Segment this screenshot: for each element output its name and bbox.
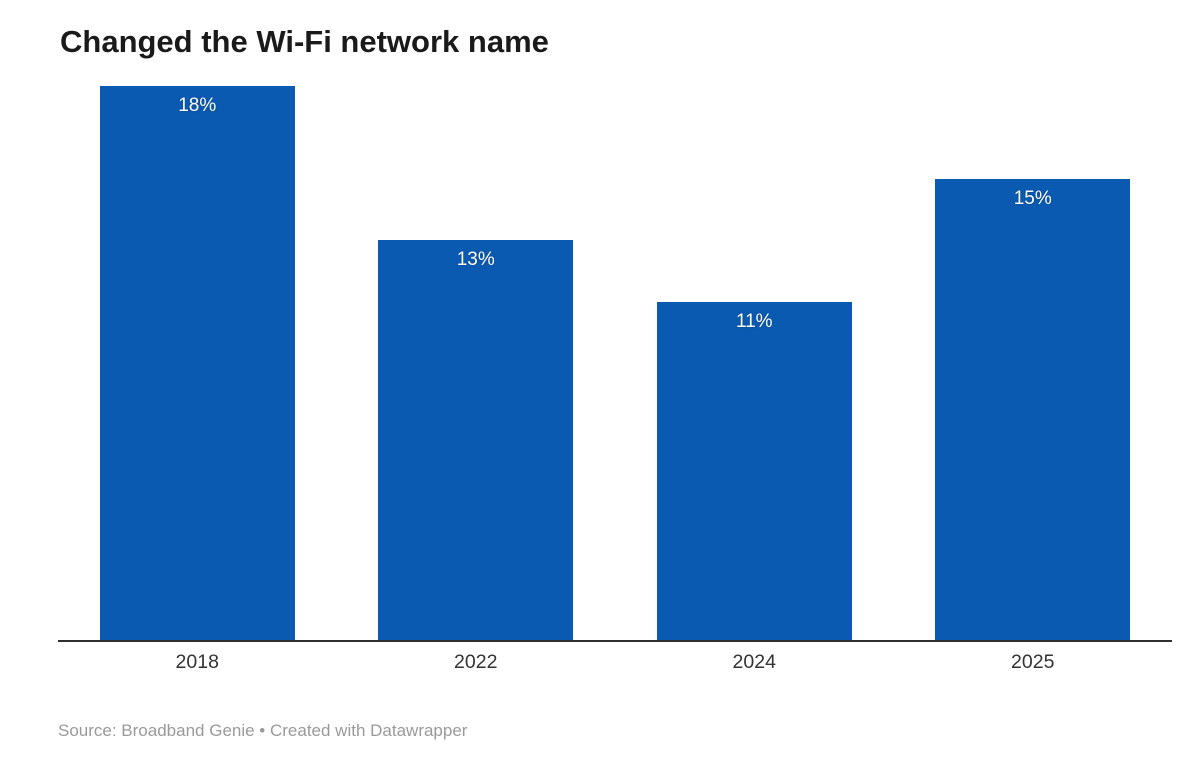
bar-value-label: 15% [1013, 187, 1052, 209]
x-tick-label-2025: 2025 [1011, 651, 1055, 673]
bar-2018: 18% [99, 86, 295, 641]
bar-chart-plot-area: 18% 13% 11% 15% [58, 86, 1172, 641]
bar-slot: 18% [58, 86, 337, 641]
bar-2022: 13% [378, 240, 574, 641]
bar-slot: 13% [337, 86, 616, 641]
bar-2024: 11% [656, 301, 852, 641]
x-axis-tick-labels: 2018 2022 2024 2025 [58, 651, 1172, 674]
x-tick-label-2024: 2024 [732, 651, 776, 673]
bar-2025: 15% [935, 178, 1131, 641]
bar-slot: 15% [894, 86, 1173, 641]
source-attribution: Source: Broadband Genie • Created with D… [58, 721, 468, 740]
x-tick-label-2022: 2022 [454, 651, 498, 673]
bar-value-label: 13% [456, 249, 495, 271]
x-tick-label-2018: 2018 [175, 651, 219, 673]
bar-value-label: 18% [178, 95, 217, 116]
bar-value-label: 11% [735, 310, 773, 332]
chart-title: Changed the Wi-Fi network name [60, 24, 549, 59]
bar-slot: 11% [615, 86, 894, 641]
x-axis-line [58, 640, 1172, 642]
